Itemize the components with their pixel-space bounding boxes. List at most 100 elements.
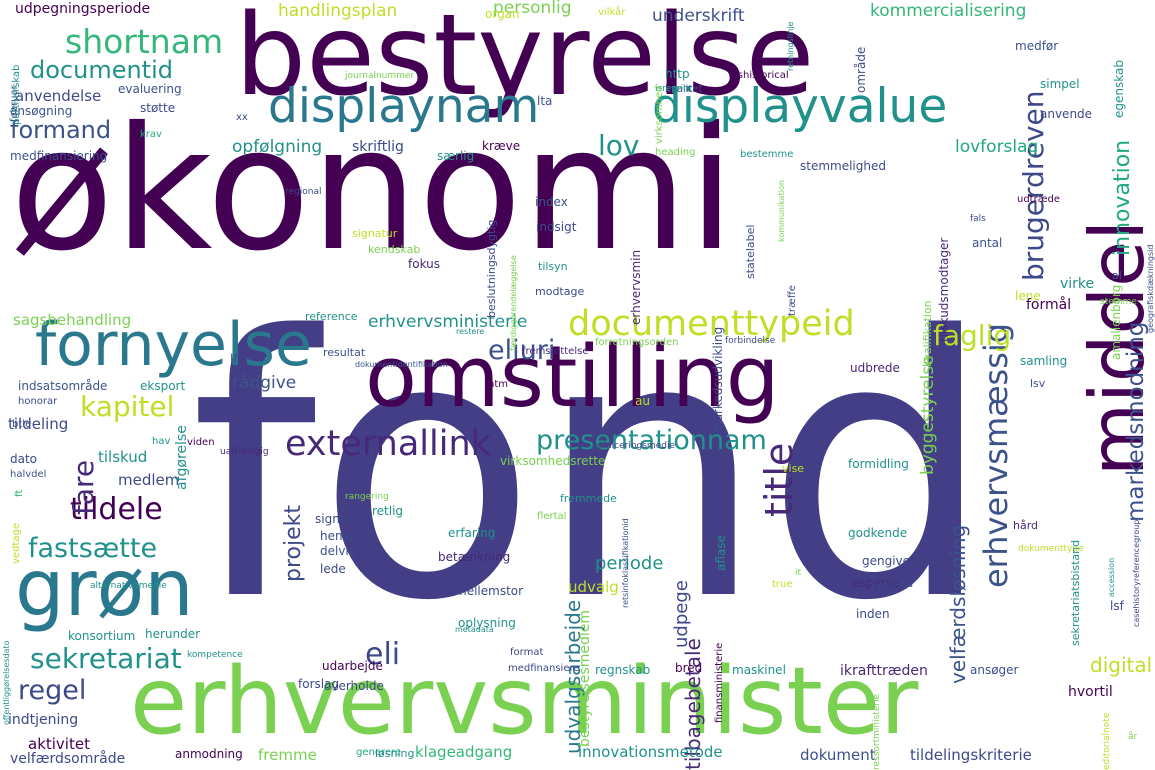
word: http	[665, 67, 690, 81]
word: tildeling	[8, 415, 69, 433]
word: forretningsorden	[595, 337, 679, 348]
word: halvdel	[10, 469, 47, 480]
word: krav	[140, 129, 162, 140]
word: færdiggørendelæggelse	[509, 255, 518, 351]
word: format	[510, 647, 544, 658]
word: erhvervsmæssig	[977, 322, 1015, 588]
word: medfinansiering	[10, 149, 108, 163]
word: heading	[655, 147, 696, 158]
word: indsigt	[536, 220, 577, 234]
word: indsatsområde	[18, 379, 108, 393]
word: lf	[230, 352, 238, 366]
word: honorar	[18, 396, 58, 407]
word: retlig	[372, 504, 404, 518]
word: støtte	[140, 101, 176, 115]
word: fornyelse	[35, 310, 312, 380]
word: antal	[972, 236, 1003, 250]
word: uafhængig	[220, 447, 269, 457]
word: amalienborg	[1109, 284, 1123, 360]
word: økonomi	[10, 91, 735, 289]
word: år	[1128, 732, 1138, 742]
word: tilskud	[98, 448, 148, 466]
word: bred	[675, 661, 703, 675]
word: shortnam	[65, 22, 224, 61]
word: al	[1112, 269, 1122, 282]
word: afgørelse	[174, 425, 190, 490]
word: retsinfoklassifikationid	[621, 518, 630, 608]
word: regel	[18, 675, 87, 706]
word: isreprint	[655, 84, 693, 94]
word: evaluering	[118, 82, 182, 96]
word: formand	[10, 116, 112, 144]
word: vilkår	[598, 7, 626, 18]
word: geografiskdækningsid	[1146, 244, 1155, 333]
word: hense	[320, 529, 357, 543]
word: klageadgang	[415, 743, 513, 761]
word: virksomhedsrette	[500, 454, 606, 468]
word: erhvervsminister	[130, 647, 919, 755]
word: resultat	[323, 346, 366, 359]
word: fastsætte	[28, 533, 158, 564]
word: delvis	[320, 544, 356, 558]
word: flertal	[537, 511, 567, 522]
word: medfør	[1015, 39, 1059, 53]
word: mellemstor	[455, 584, 524, 598]
word: displayvalue	[652, 79, 948, 134]
word: dokumenttype	[1018, 544, 1084, 554]
word: anmodning	[175, 747, 243, 761]
word: eli	[365, 637, 401, 672]
word: journalnummer	[345, 71, 415, 81]
word: fond	[190, 260, 994, 679]
word: byggestyrelse	[918, 355, 938, 475]
word: ishistorical	[735, 70, 789, 81]
word: externallink	[285, 424, 491, 464]
word: vise	[782, 462, 805, 475]
word: regional	[285, 187, 322, 197]
word: digital	[1090, 653, 1153, 677]
word: formidling	[848, 457, 909, 471]
word: virksomhed	[654, 85, 665, 144]
word: viden	[187, 437, 215, 448]
word: medlem	[118, 471, 180, 489]
word: tilsyn	[538, 260, 568, 273]
word: editorialnote	[1102, 712, 1112, 770]
word: metadata	[455, 625, 494, 634]
word: signatur	[352, 227, 398, 240]
word: hvortil	[1068, 684, 1113, 700]
word: kendskab	[368, 243, 421, 256]
word: kommunikation	[777, 180, 786, 242]
word: egenskab	[1112, 60, 1126, 118]
word: lov	[598, 129, 640, 162]
word: fare	[67, 459, 100, 515]
word: anvende	[1040, 107, 1093, 121]
word: kvalitet	[665, 84, 703, 95]
word: handlingsplan	[278, 1, 398, 21]
word: udbrede	[850, 361, 900, 375]
word: velfærdsområde	[10, 751, 126, 767]
word: au	[635, 394, 650, 408]
word: lede	[320, 562, 346, 576]
word: virke	[1060, 276, 1095, 292]
word: kompetence	[187, 650, 243, 660]
word: generere	[356, 747, 402, 758]
word: btle	[12, 419, 32, 430]
word: anvendelse	[15, 87, 102, 105]
word: tilskudsmodtager	[937, 237, 951, 342]
word: beslutningsdygtig	[485, 219, 498, 318]
word: maskinel	[732, 663, 786, 677]
word: it	[795, 568, 802, 578]
word: projekt	[281, 505, 306, 582]
word: title	[757, 442, 801, 517]
word: udpegningsperiode	[15, 1, 151, 17]
word: dokument	[800, 746, 876, 764]
word: formål	[1026, 297, 1072, 313]
word: accession	[1107, 557, 1116, 597]
word: casehistoryreferencegroup	[1132, 519, 1141, 627]
word: documentid	[30, 56, 173, 84]
word: markedsudvikling	[711, 326, 725, 433]
word: fokus	[408, 257, 441, 271]
word: løsning	[375, 747, 415, 760]
word: index	[535, 195, 568, 209]
word: fremsættelse	[522, 346, 589, 357]
